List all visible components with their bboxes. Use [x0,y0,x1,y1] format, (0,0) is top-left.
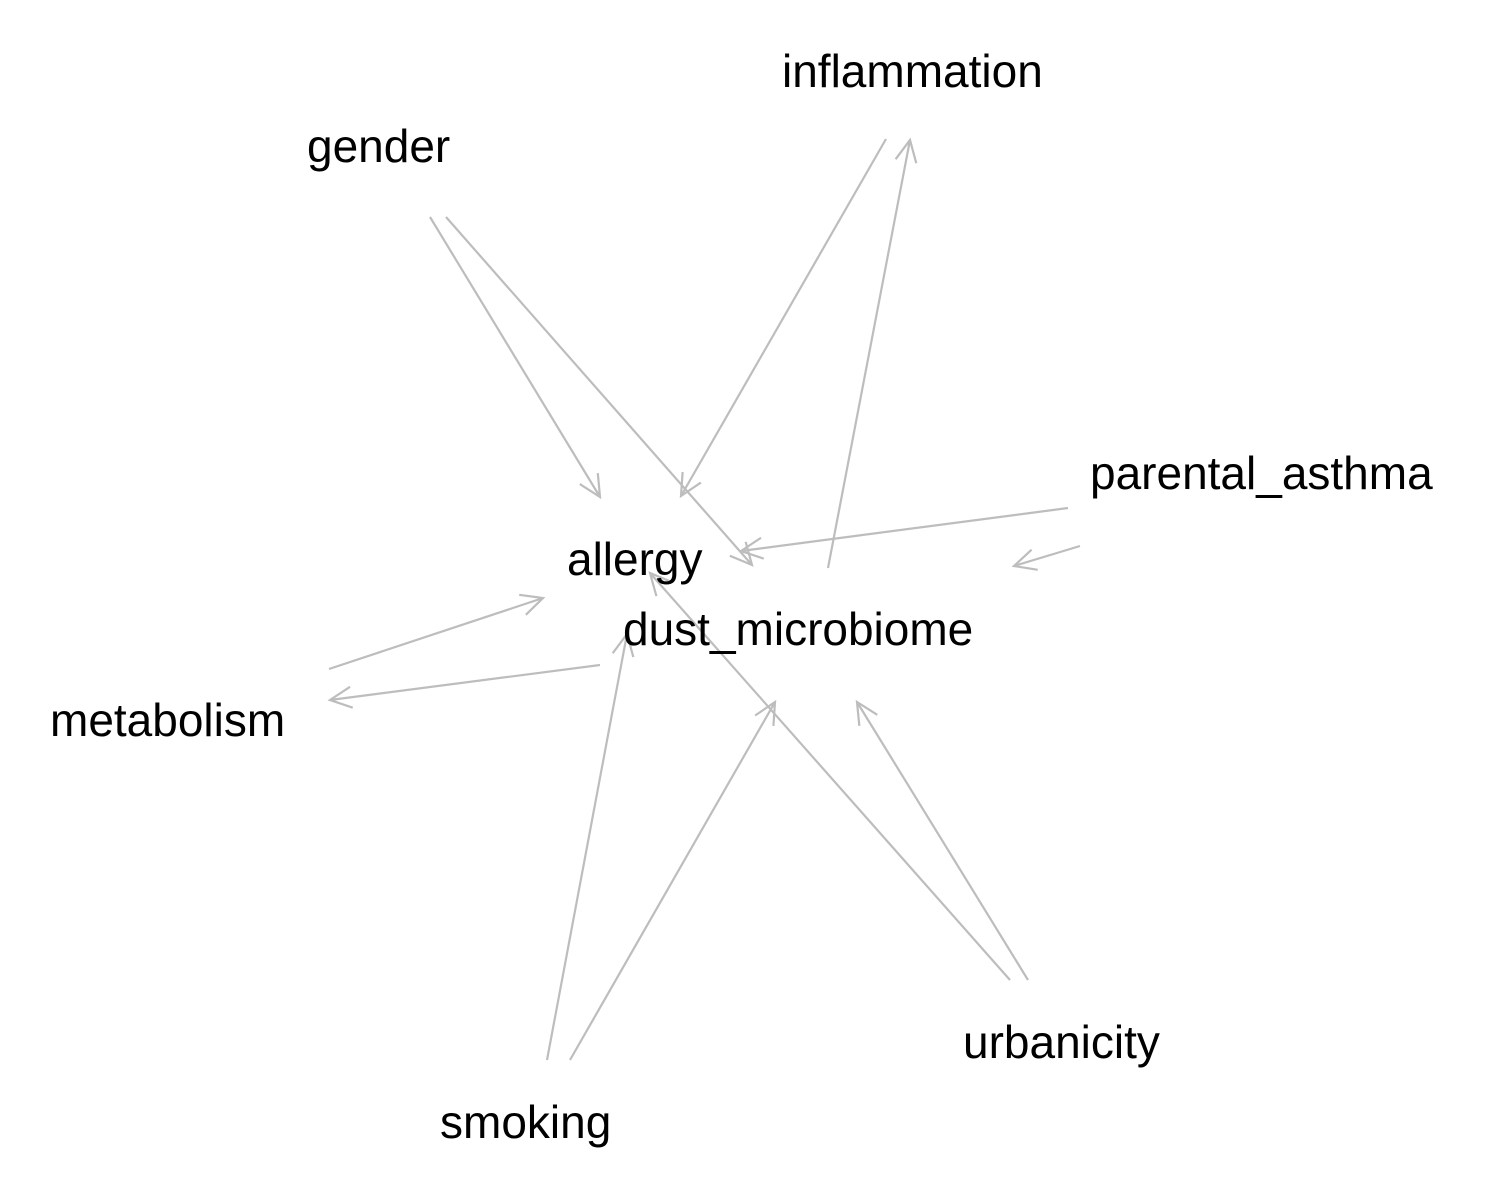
edge-gender-to-dust_microbiome [445,216,754,567]
edge-line [545,633,629,1061]
edge-line [329,663,601,702]
node-label-urbanicity: urbanicity [963,1016,1160,1068]
arrowhead [855,699,878,726]
edge-urbanicity-to-allergy [648,571,1011,981]
arrowhead [738,536,765,560]
node-label-parental-asthma: parental_asthma [1090,447,1433,499]
edge-line [328,596,544,671]
arrowhead [679,471,702,499]
arrowhead [327,685,354,709]
node-label-smoking: smoking [440,1096,611,1148]
edge-line [680,138,887,497]
node-label-inflammation: inflammation [782,45,1043,97]
edge-smoking-to-dust_microbiome [569,699,777,1061]
edges-layer [327,137,1081,1061]
arrowhead [519,593,546,616]
edge-line [445,216,753,566]
edge-line [649,572,1011,981]
arrowhead [894,137,918,164]
node-label-dust-microbiome: dust_microbiome [623,603,973,655]
arrowhead [648,571,673,597]
edge-line [429,216,601,498]
edge-line [1013,544,1081,568]
edge-line [569,701,776,1061]
edge-line [740,506,1069,553]
arrowhead [1011,548,1038,571]
edge-gender-to-allergy [429,216,602,500]
arrowhead [754,699,777,727]
node-label-metabolism: metabolism [50,694,285,746]
edge-dust_microbiome-to-inflammation [826,137,918,569]
edge-inflammation-to-allergy [679,138,887,499]
edge-line [856,701,1029,981]
node-label-allergy: allergy [567,533,703,585]
edge-metabolism-to-allergy [328,593,546,671]
arrowhead [611,631,635,658]
edge-parental_asthma-to-dust_microbiome [1011,544,1081,571]
edge-dust_microbiome-to-metabolism [327,663,601,709]
edge-parental_asthma-to-allergy [738,506,1069,560]
arrowhead [579,473,602,500]
node-label-gender: gender [307,120,450,172]
edge-urbanicity-to-dust_microbiome [855,699,1029,981]
nodes-layer: inflammation gender parental_asthmaallergy… [50,45,1433,1148]
edge-smoking-to-allergy [545,631,635,1061]
edge-line [826,139,912,569]
